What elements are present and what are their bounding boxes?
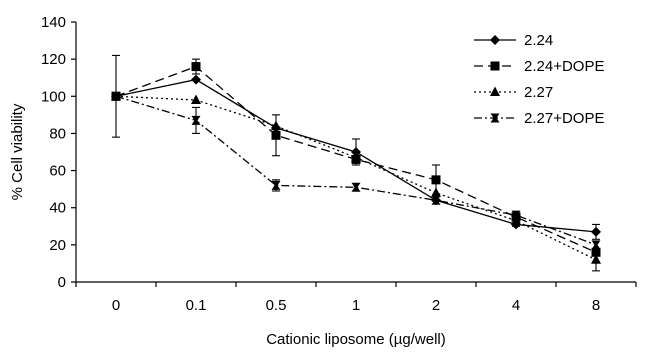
x-tick-label: 8 (592, 297, 600, 314)
y-tick-label: 20 (49, 237, 66, 254)
data-point (191, 94, 201, 104)
data-point (431, 175, 441, 185)
data-point (351, 152, 361, 162)
series-1 (111, 54, 601, 240)
legend-marker (490, 35, 500, 45)
data-point (191, 74, 201, 85)
legend-entry: 2.27+DOPE (474, 110, 604, 127)
data-point (591, 226, 601, 237)
y-tick-label: 140 (41, 14, 66, 31)
y-tick-label: 0 (58, 274, 66, 291)
legend-marker (490, 86, 500, 96)
plot-area (111, 54, 601, 272)
legend: 2.24 2.24+DOPE 2.27 2.27+DOPE (474, 32, 604, 127)
legend-entry: 2.24+DOPE (474, 58, 604, 75)
data-point (271, 130, 281, 140)
x-axis-label: Cationic liposome (µg/well) (266, 331, 446, 348)
tick-labels: 0 20 40 60 80 100 120 140 0 0.1 0.5 1 2 4 8 (41, 14, 600, 314)
legend-marker (490, 113, 500, 123)
data-point (431, 195, 441, 205)
x-tick-label: 4 (512, 297, 520, 314)
data-point (111, 91, 121, 101)
x-tick-label: 0.5 (266, 297, 287, 314)
legend-label: 2.27 (524, 84, 553, 101)
axes (71, 21, 637, 287)
x-tick-label: 1 (352, 297, 360, 314)
legend-label: 2.24 (524, 32, 553, 49)
data-point (191, 62, 201, 72)
data-point (271, 120, 281, 130)
data-point (351, 147, 361, 157)
data-point (431, 187, 441, 197)
y-axis-label: % Cell viability (9, 103, 26, 200)
data-point (351, 182, 361, 192)
series-4 (111, 91, 601, 250)
data-point (591, 254, 601, 264)
x-tick-label: 2 (432, 297, 440, 314)
y-tick-label: 80 (49, 125, 66, 142)
y-tick-label: 100 (41, 88, 66, 105)
x-tick-label: 0.1 (186, 297, 207, 314)
data-point (191, 115, 201, 125)
y-tick-label: 120 (41, 51, 66, 68)
legend-marker (490, 61, 500, 71)
data-point (511, 210, 521, 220)
data-point (591, 240, 601, 250)
legend-entry: 2.24 (474, 32, 553, 49)
data-point (511, 215, 521, 225)
y-tick-label: 60 (49, 163, 66, 180)
legend-entry: 2.27 (474, 84, 553, 101)
legend-label: 2.27+DOPE (524, 110, 604, 127)
legend-label: 2.24+DOPE (524, 58, 604, 75)
y-tick-label: 40 (49, 200, 66, 217)
series-3 (111, 90, 601, 272)
x-tick-label: 0 (112, 297, 120, 314)
data-point (271, 180, 281, 190)
